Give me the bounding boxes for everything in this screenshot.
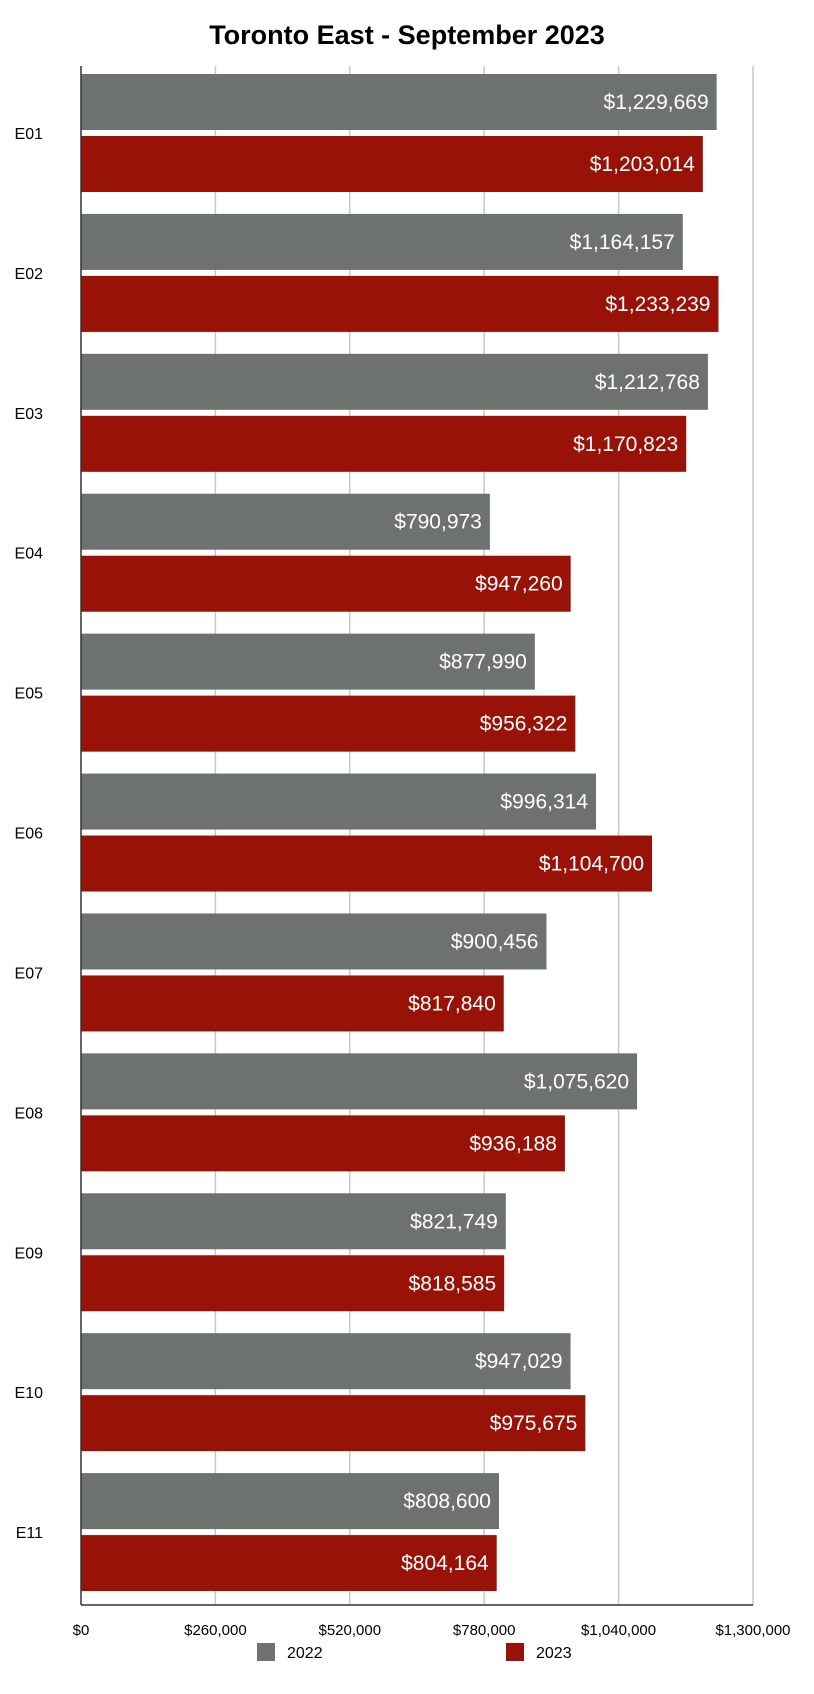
bar-value-label: $1,203,014 [590, 153, 695, 176]
bar-value-label: $808,600 [403, 1490, 491, 1513]
bar-2023-E08 [81, 1115, 565, 1172]
category-label: E11 [16, 1525, 43, 1542]
bar-2023-E09 [81, 1255, 505, 1312]
bar-value-label: $790,973 [394, 511, 482, 534]
bar-2022-E05 [81, 633, 535, 690]
bar-2023-E01 [81, 136, 703, 192]
category-label: E04 [15, 546, 44, 563]
x-tick-label: $1,300,000 [715, 1622, 790, 1639]
bar-2022-E08 [81, 1053, 638, 1110]
category-label: E02 [15, 266, 44, 283]
bar-value-label: $817,840 [408, 992, 496, 1015]
bar-2022-E06 [81, 773, 597, 830]
bar-2022-E04 [81, 493, 490, 550]
bar-value-label: $996,314 [500, 791, 588, 814]
bar-2023-E10 [81, 1395, 586, 1452]
axes: $0 $260,000 $520,000 $780,000 $1,040,000 $1,3… [15, 66, 791, 1639]
category-label: E01 [15, 126, 44, 143]
bar-2023-E04 [81, 555, 571, 612]
bar-2022-E07 [81, 913, 547, 970]
bar-value-label: $1,104,700 [539, 853, 644, 876]
bar-value-label: $1,229,669 [604, 91, 709, 114]
category-label: E06 [15, 826, 44, 843]
bar-value-label: $1,164,157 [570, 231, 675, 254]
bar-value-label: $1,212,768 [595, 371, 700, 394]
bar-2023-E11 [81, 1535, 497, 1592]
bars: $1,229,669 $1,203,014 $1,164,157 $1,233,239… [81, 74, 719, 1592]
bar-value-label: $877,990 [439, 651, 527, 674]
x-tick-label: $260,000 [184, 1622, 247, 1639]
chart-title: Toronto East - September 2023 [209, 20, 605, 50]
bar-2022-E01 [81, 74, 717, 130]
bar-value-label: $975,675 [490, 1412, 578, 1435]
category-label: E09 [15, 1245, 44, 1262]
bar-value-label: $1,075,620 [524, 1070, 629, 1093]
legend-swatch-2022 [257, 1643, 275, 1661]
bar-2022-E11 [81, 1473, 499, 1530]
bar-2022-E09 [81, 1193, 506, 1250]
bar-2023-E02 [81, 275, 719, 332]
category-label: E05 [15, 686, 44, 703]
category-label: E08 [15, 1105, 44, 1122]
bar-value-label: $956,322 [480, 713, 568, 736]
legend-label-2023: 2023 [536, 1645, 572, 1662]
legend: 2022 2023 [257, 1643, 572, 1662]
x-tick-label: $780,000 [453, 1622, 516, 1639]
bar-value-label: $804,164 [401, 1552, 489, 1575]
x-tick-label: $520,000 [319, 1622, 382, 1639]
category-label: E03 [15, 406, 44, 423]
bar-2023-E05 [81, 695, 576, 752]
bar-2023-E06 [81, 835, 653, 892]
category-label: E10 [15, 1385, 44, 1402]
bar-value-label: $947,029 [475, 1350, 563, 1373]
bar-value-label: $818,585 [409, 1272, 497, 1295]
bar-value-label: $821,749 [410, 1210, 498, 1233]
legend-swatch-2023 [506, 1643, 524, 1661]
category-label: E07 [15, 965, 44, 982]
bar-2022-E10 [81, 1333, 571, 1390]
bar-2022-E03 [81, 353, 708, 410]
bar-value-label: $936,188 [469, 1132, 557, 1155]
bar-value-label: $947,260 [475, 573, 563, 596]
bar-value-label: $1,170,823 [573, 433, 678, 456]
bar-value-label: $1,233,239 [605, 293, 710, 316]
bar-2022-E02 [81, 213, 683, 270]
bar-value-label: $900,456 [451, 930, 539, 953]
bar-2023-E07 [81, 975, 504, 1032]
bar-2023-E03 [81, 415, 687, 472]
x-tick-label: $0 [73, 1622, 90, 1639]
x-tick-label: $1,040,000 [581, 1622, 656, 1639]
legend-label-2022: 2022 [287, 1645, 323, 1662]
